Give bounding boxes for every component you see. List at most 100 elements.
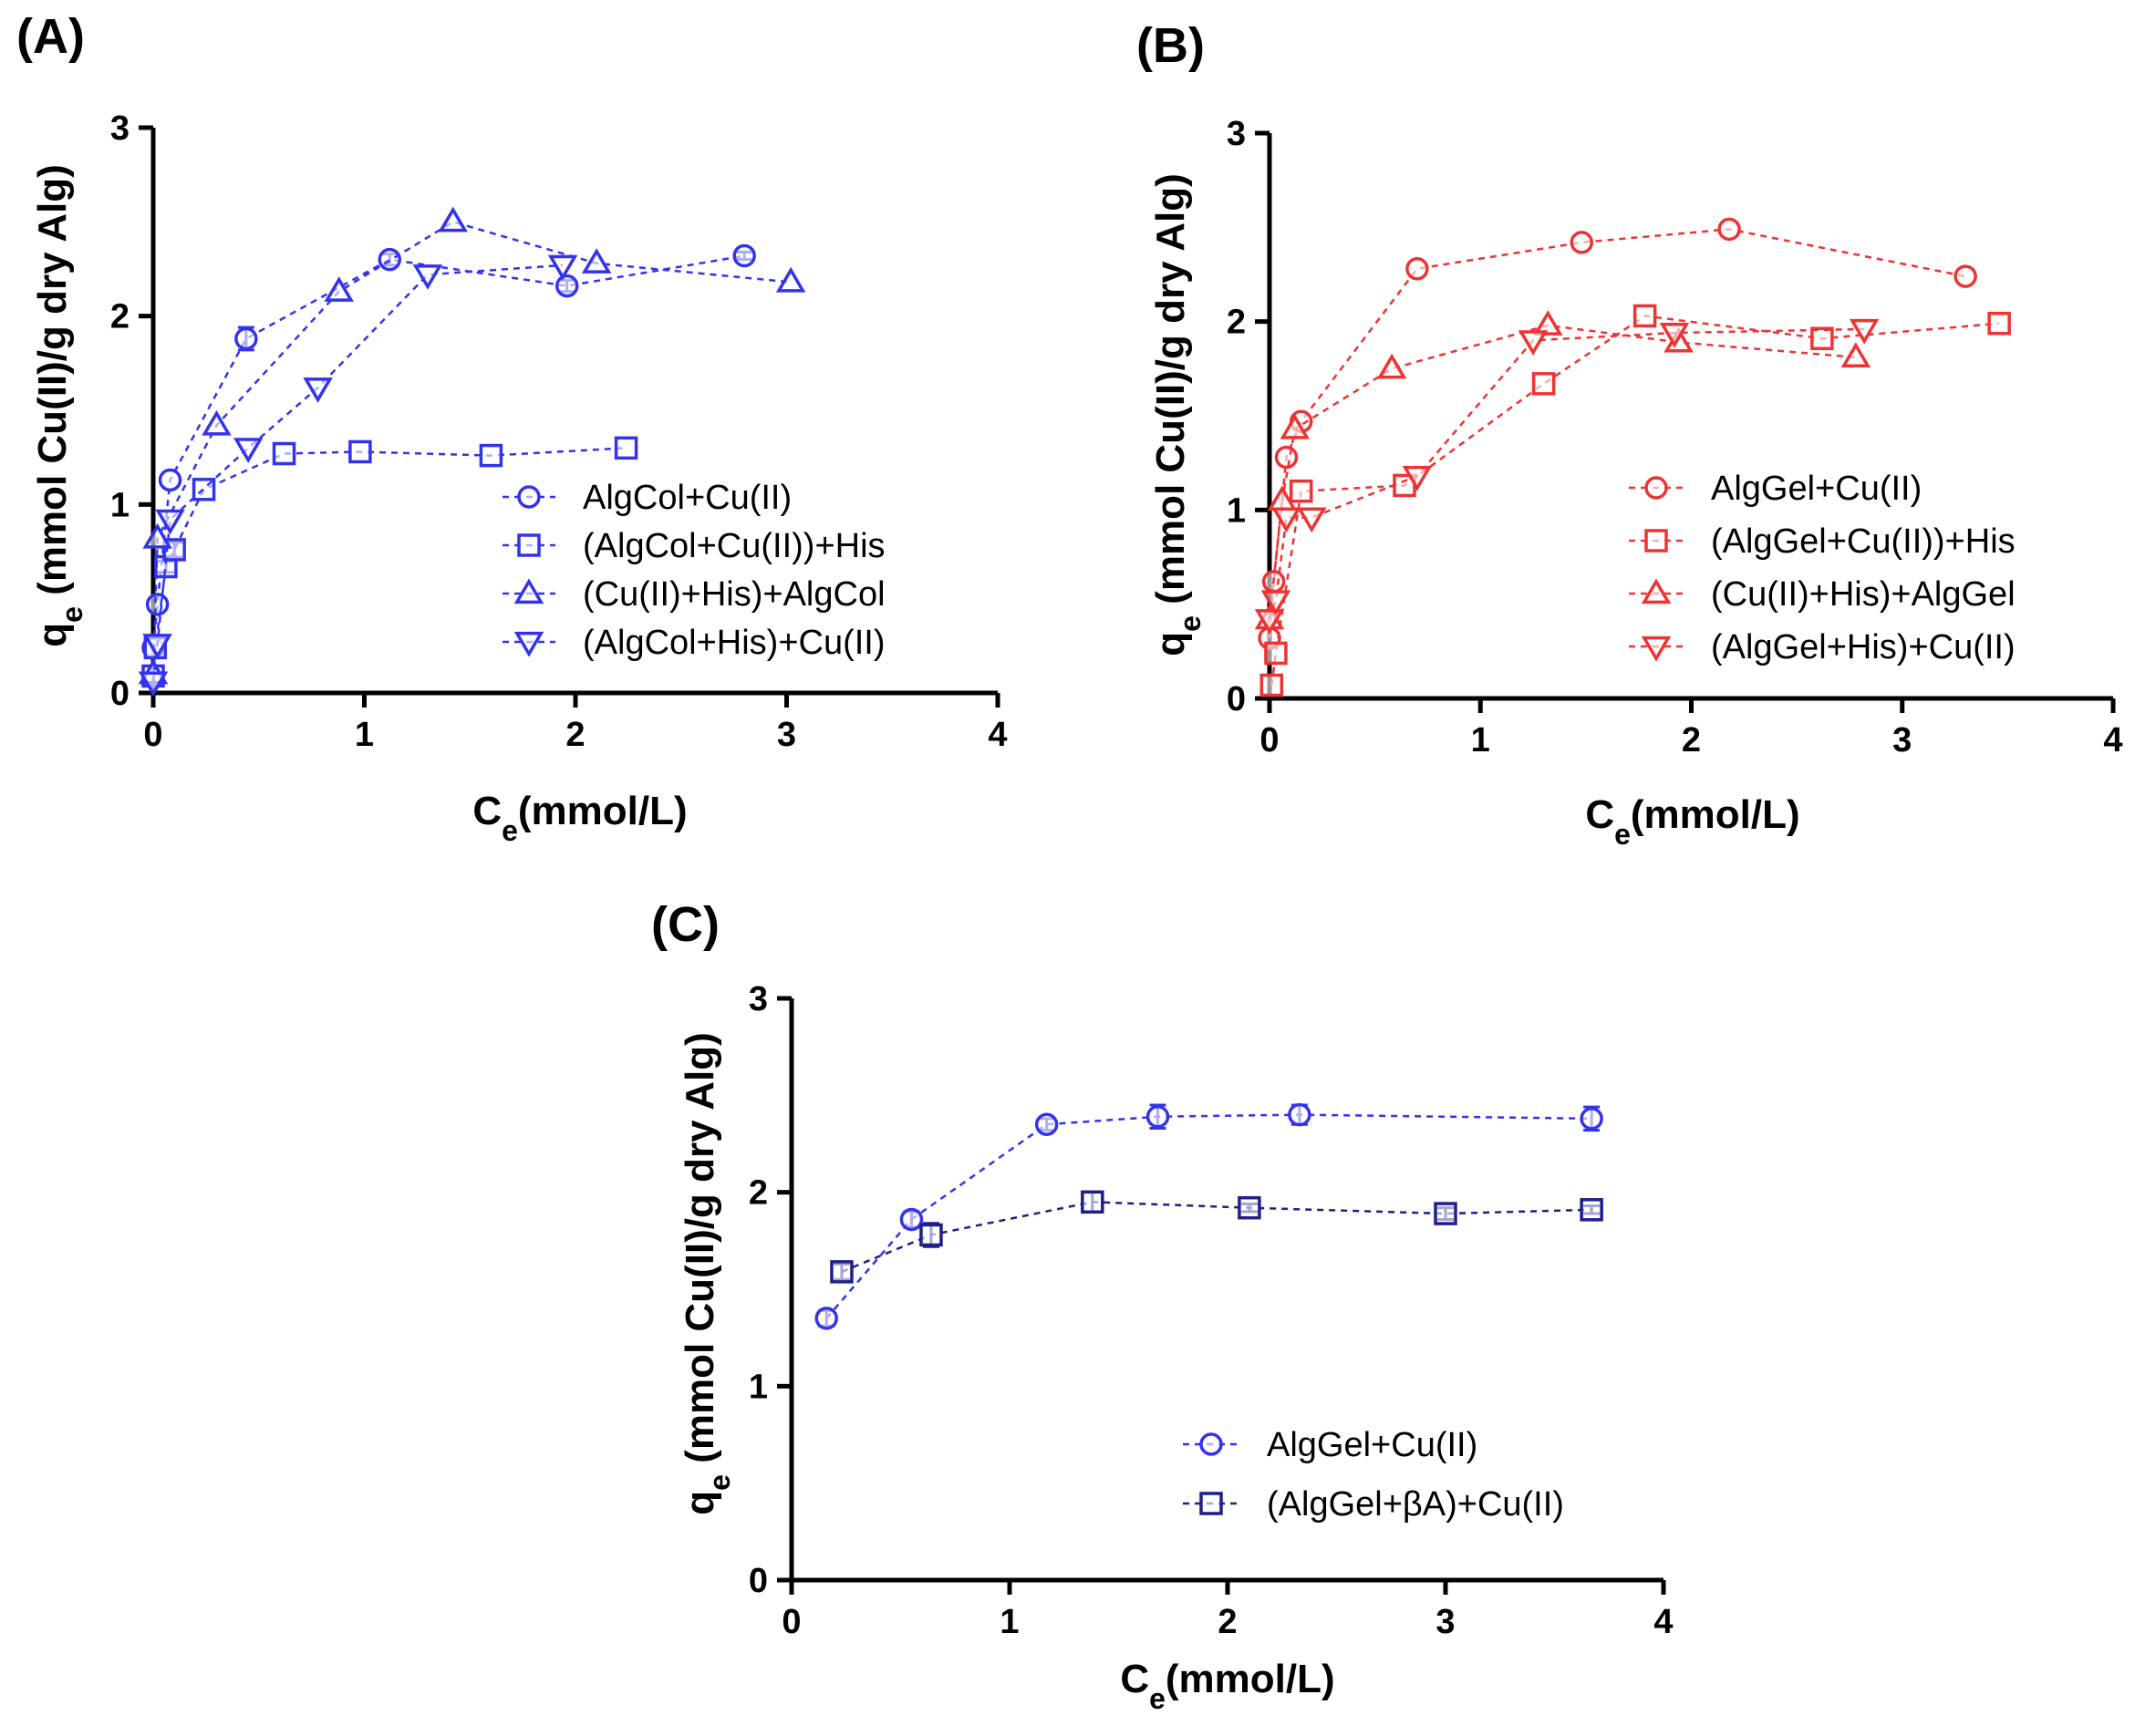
panel-a-data-point (234, 326, 258, 351)
panel-a-y-tick-label: 2 (110, 298, 130, 336)
panel-c-legend-marker (1199, 1432, 1223, 1456)
panel-a-x-tick-label: 0 (143, 716, 162, 754)
panel-b-legend-marker (1644, 476, 1668, 500)
panel-b-x-tick-label: 0 (1259, 721, 1279, 760)
panel-c-data-point (1034, 1112, 1059, 1136)
panel-b-legend-label: (AlgGel+His)+Cu(II) (1711, 628, 2016, 666)
panel-a-x-tick-label: 2 (565, 716, 585, 754)
panel-a-data-point (581, 248, 612, 274)
panel-b-data-point (1518, 330, 1549, 356)
panel-b-data-point (1954, 264, 1977, 288)
panel-a-legend-label: AlgCol+Cu(II) (583, 479, 792, 517)
panel-a-data-point (142, 634, 172, 659)
panel-a-data-point (547, 254, 578, 281)
panel-a-data-point (233, 438, 264, 463)
panel-c-x-tick-label: 3 (1435, 1603, 1455, 1641)
panel-c-label: (C) (651, 897, 720, 952)
panel-b-legend-label: (AlgGel+Cu(II))+His (1711, 522, 2016, 561)
panel-c-data-point (1580, 1198, 1603, 1222)
panel-a-legend-entry: (AlgCol+Cu(II))+His (503, 527, 886, 565)
panel-c-data-point (1288, 1102, 1311, 1127)
panel-b-data-point (1274, 445, 1299, 470)
panel-c-data-point (1580, 1107, 1603, 1131)
panel-b-data-point (1254, 609, 1285, 635)
panel-a-legend-entry: (AlgCol+His)+Cu(II) (503, 624, 886, 662)
panel-b-data-point (1632, 304, 1657, 328)
panel-b-data-point (1264, 641, 1288, 666)
panel-b-data-point (1717, 217, 1741, 242)
panel-c-data-point (1434, 1202, 1457, 1225)
panel-a-data-point (438, 206, 468, 232)
panel-b-data-point (1289, 479, 1313, 503)
panel-b-series-line (1268, 327, 1865, 620)
panel-a-series-triangle-down (138, 254, 578, 698)
panel-b-data-point (1531, 372, 1556, 396)
panel-b-chart: (B) qe (mmol Cu(II)/g dry Alg) Ce(mmol/L… (1136, 18, 2123, 851)
panel-c-legend-entry: (AlgGel+βA)+Cu(II) (1183, 1485, 1564, 1524)
panel-a-data-point (272, 441, 296, 466)
panel-b-y-tick-label: 0 (1227, 680, 1246, 718)
panel-c-data-point (1081, 1190, 1104, 1214)
panel-a-data-point (614, 436, 638, 460)
panel-c-legend: AlgGel+Cu(II) (AlgGel+βA)+Cu(II) (1183, 1426, 1564, 1524)
panel-a-data-point (348, 439, 372, 464)
panel-c-data-point (814, 1307, 838, 1330)
panel-b-y-tick-label: 1 (1227, 491, 1246, 530)
panel-c-legend-marker (1199, 1492, 1223, 1515)
panel-c-x-tick-label: 4 (1653, 1603, 1673, 1641)
panel-b-data-point (1810, 326, 1834, 351)
panel-a-data-point (145, 593, 170, 616)
panel-c-series-square (830, 1190, 1603, 1284)
panel-c-plot-area: 0 1 2 3 4 0 1 2 3 (749, 980, 1674, 1641)
panel-b-data-point (1987, 311, 2011, 336)
panel-c-data-point (1145, 1104, 1170, 1129)
panel-a-x-tick-label: 3 (777, 716, 796, 754)
panel-a-data-point (303, 377, 333, 403)
panel-c-x-tick-label: 1 (1000, 1603, 1019, 1641)
panel-a-legend-marker (517, 485, 541, 509)
panel-a-legend-label: (Cu(II)+His)+AlgCol (583, 575, 886, 614)
panel-b-data-point (1260, 590, 1291, 616)
panel-b-legend: AlgGel+Cu(II) (AlgGel+Cu(II))+His (Cu(II)+… (1629, 470, 2016, 666)
panel-c-series-circle (814, 1102, 1603, 1330)
panel-b-legend-entry: AlgGel+Cu(II) (1629, 470, 1922, 508)
panel-c-y-tick-label: 2 (749, 1174, 768, 1213)
panel-a-legend-marker (513, 578, 544, 604)
panel-c-data-point (1238, 1195, 1261, 1220)
panel-b-x-tick-label: 3 (1892, 721, 1912, 760)
panel-c-y-tick-label: 0 (749, 1562, 768, 1600)
panel-a-legend-entry: (Cu(II)+His)+AlgCol (503, 575, 886, 614)
panel-c-y-tick-label: 3 (749, 980, 768, 1018)
panel-a-plot-area: 0 1 2 3 4 0 1 2 3 (110, 109, 1008, 754)
panel-b-y-tick-label: 3 (1227, 115, 1246, 153)
panel-a-data-point (142, 522, 172, 549)
panel-a-data-point (202, 409, 232, 436)
panel-b-data-point (1840, 342, 1871, 368)
panel-b-series-line (1268, 228, 1966, 638)
panel-b-data-point (1570, 231, 1593, 254)
panel-b-data-point (1659, 322, 1690, 348)
panel-c-x-tick-label: 2 (1218, 1603, 1237, 1641)
panel-b-legend-label: (Cu(II)+His)+AlgGel (1711, 575, 2016, 614)
panel-b-data-point (1376, 353, 1407, 379)
panel-a-legend-label: (AlgCol+Cu(II))+His (583, 527, 886, 565)
panel-b-legend-entry: (AlgGel+His)+Cu(II) (1629, 628, 2016, 666)
panel-b-y-axis-label: qe (mmol Cu(II)/g dry Alg) (1148, 173, 1207, 656)
panel-b-legend-marker (1644, 529, 1668, 553)
panel-a-data-point (378, 247, 402, 272)
panel-a-data-point (138, 671, 169, 698)
panel-a-data-point (155, 509, 185, 535)
panel-b-x-axis-label: Ce(mmol/L) (1585, 792, 1799, 851)
panel-a-legend-marker (517, 533, 541, 557)
panel-a-x-tick-label: 1 (355, 716, 374, 754)
panel-a-y-tick-label: 3 (110, 109, 130, 148)
panel-b-legend-label: AlgGel+Cu(II) (1711, 470, 1922, 508)
panel-c-data-point (919, 1223, 943, 1247)
panel-c-x-tick-label: 0 (782, 1603, 801, 1641)
panel-b-legend-entry: (Cu(II)+His)+AlgGel (1629, 575, 2016, 614)
panel-b-legend-marker (1641, 636, 1672, 662)
panel-b-data-point (1405, 257, 1429, 281)
panel-b-legend-marker (1641, 578, 1672, 604)
panel-b-series-circle (1258, 217, 1977, 650)
